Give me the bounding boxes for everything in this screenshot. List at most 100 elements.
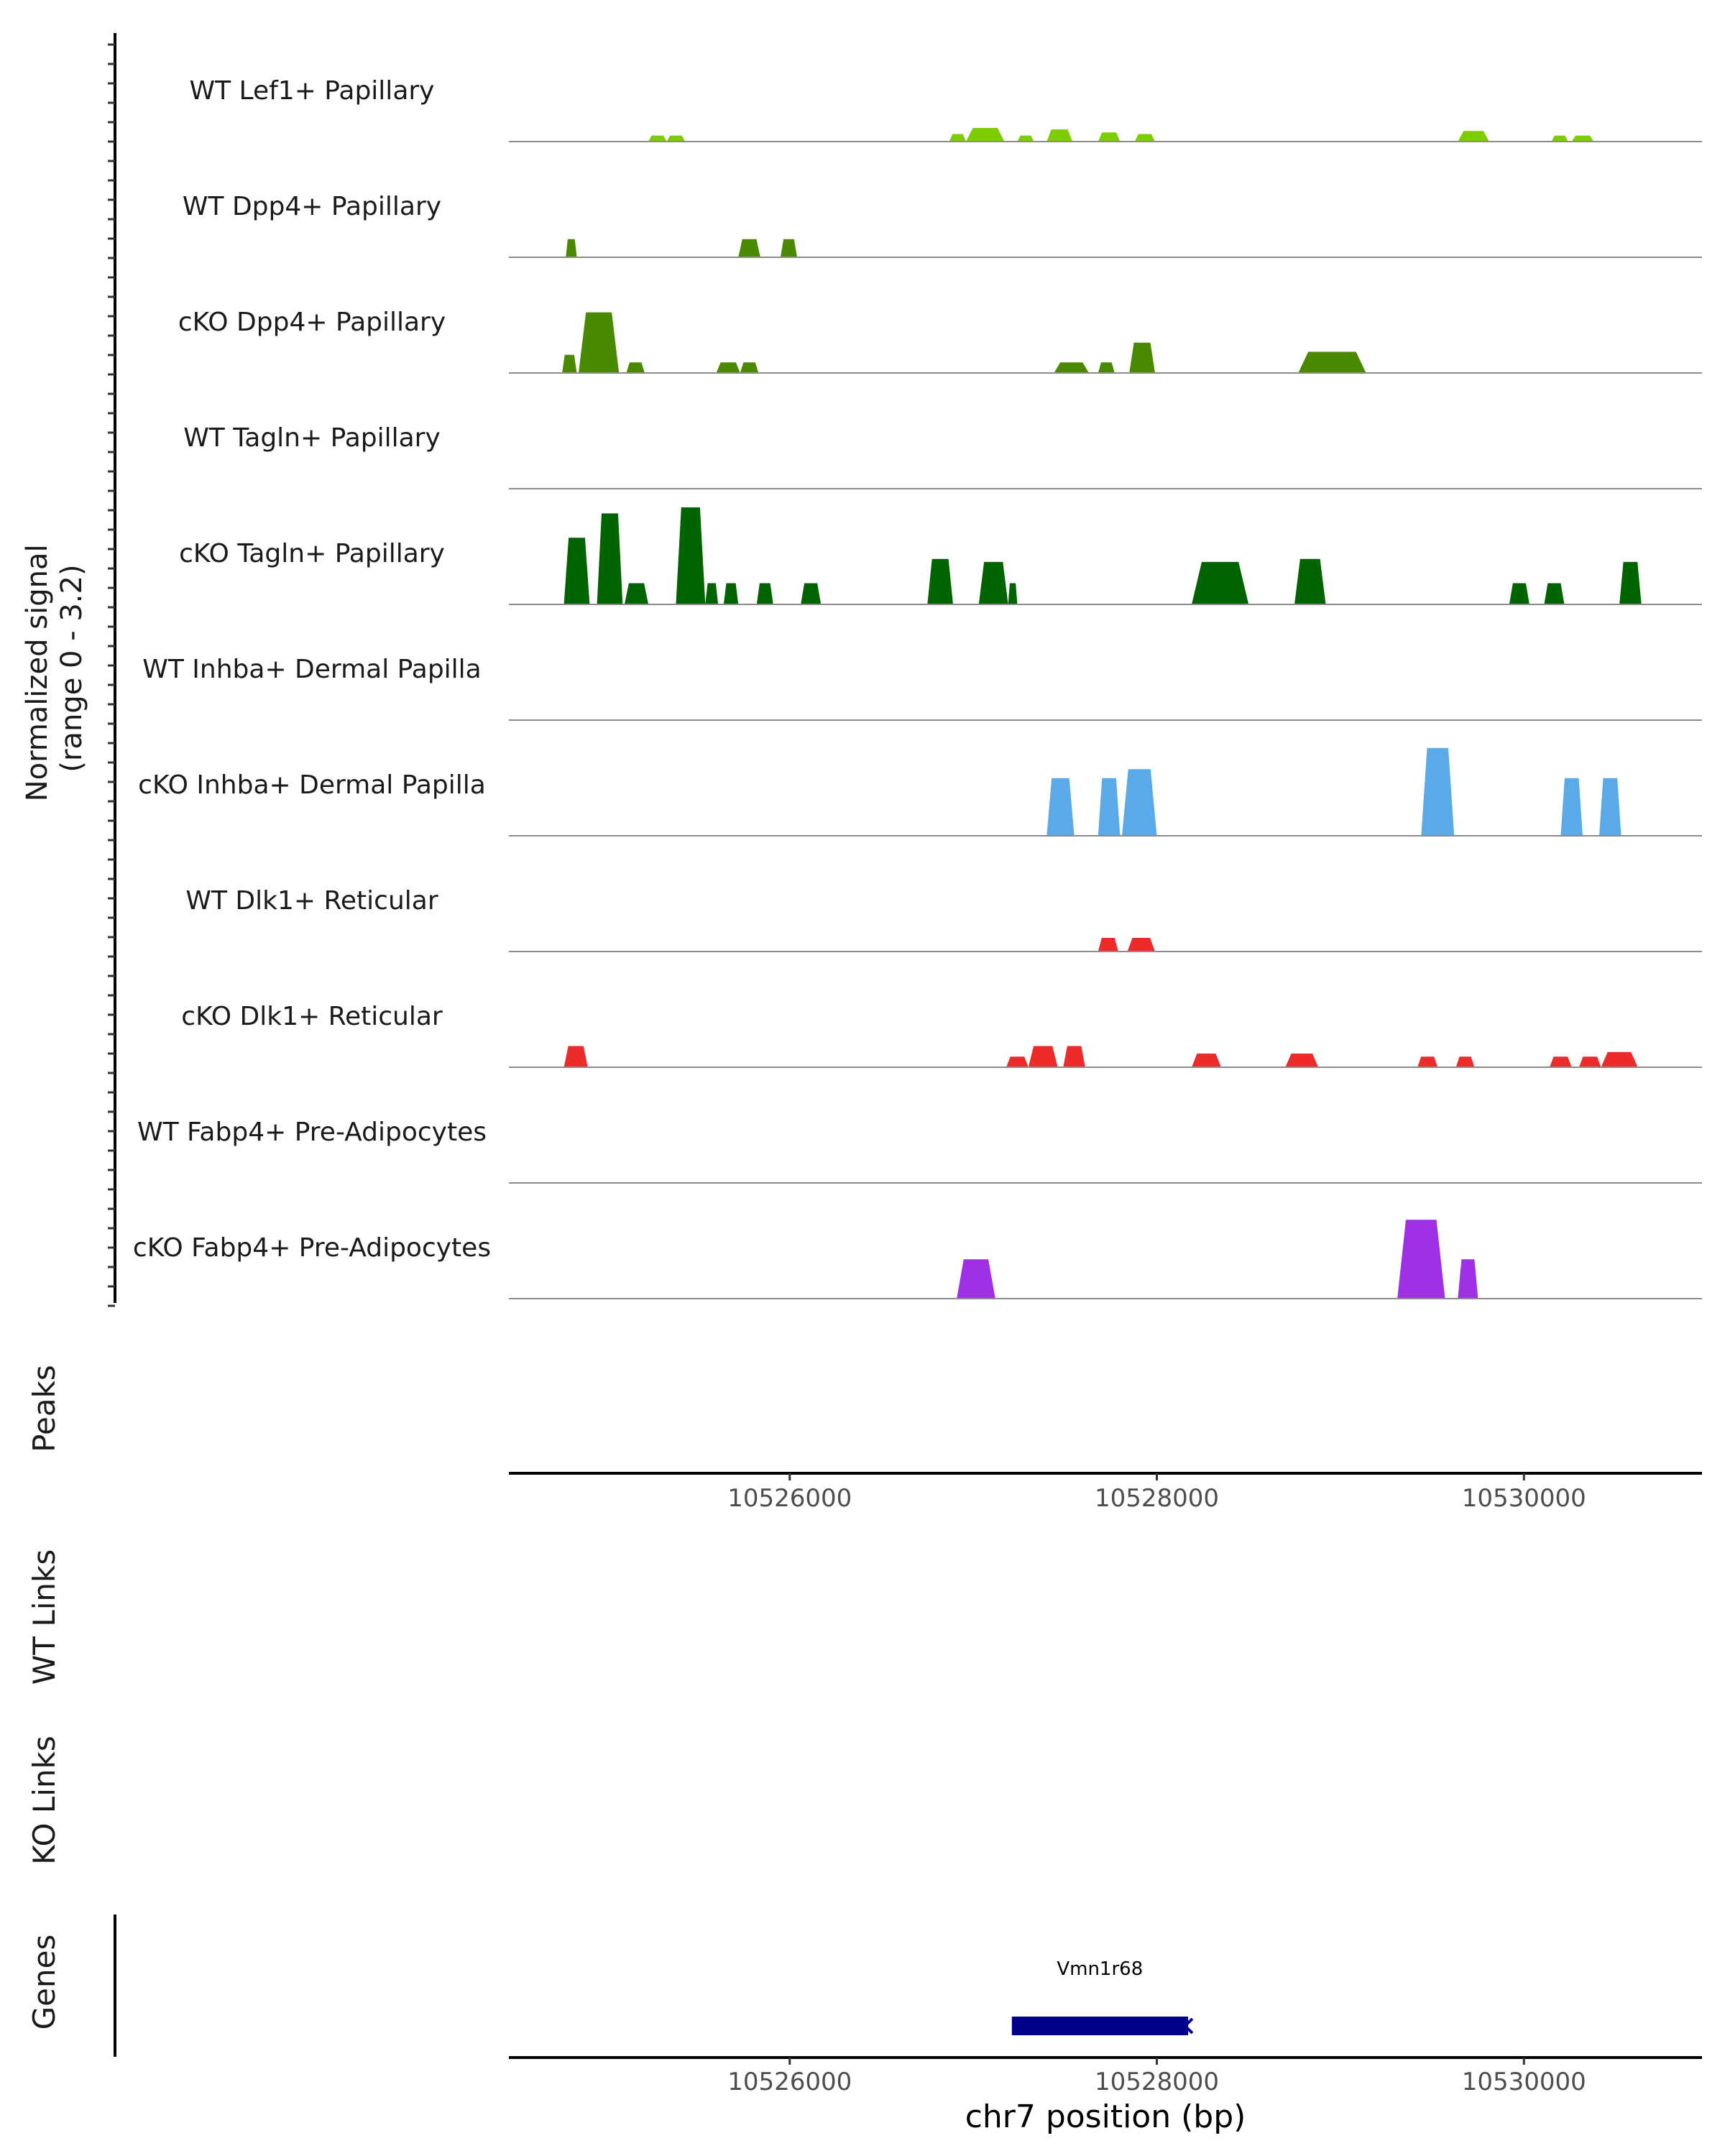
track: WT Inhba+ Dermal Papilla (142, 655, 1702, 721)
track-label: cKO Dlk1+ Reticular (181, 1002, 443, 1031)
signal-peak (1122, 769, 1157, 836)
track-label: WT Inhba+ Dermal Papilla (142, 655, 481, 684)
signal-peak (1421, 747, 1455, 836)
signal-peak (1571, 135, 1594, 142)
signal-peak (1298, 351, 1366, 373)
genes-panel-label: Genes (27, 1935, 62, 2030)
signal-peak (1509, 583, 1530, 604)
signal-peak (1417, 1056, 1438, 1067)
signal-peak (716, 362, 740, 373)
signal-peak (676, 507, 706, 604)
signal-peak (624, 583, 649, 604)
wt-links-panel-label: WT Links (27, 1549, 62, 1685)
signal-peak (949, 134, 966, 142)
signal-peak (1550, 1056, 1572, 1067)
track: WT Lef1+ Papillary (190, 76, 1702, 142)
signal-peak (1098, 362, 1115, 373)
signal-peak (801, 583, 822, 604)
signal-peak (1455, 1056, 1475, 1067)
signal-peak (1063, 1046, 1085, 1067)
genes-x-axis: 10526000 10528000 10530000 (509, 2056, 1702, 2096)
signal-peak (1551, 135, 1568, 142)
signal-peak (965, 128, 1005, 142)
track-label: WT Fabp4+ Pre-Adipocytes (137, 1118, 487, 1147)
track: WT Tagln+ Papillary (183, 423, 1702, 489)
track-label: cKO Tagln+ Papillary (179, 539, 445, 568)
signal-peak (597, 513, 623, 604)
peaks-panel-label: Peaks (27, 1365, 62, 1452)
x-tick-label: 10528000 (1095, 1484, 1219, 1513)
ko-links-panel-label: KO Links (27, 1736, 62, 1865)
signal-peak (1006, 1056, 1029, 1067)
track-label: cKO Dpp4+ Papillary (178, 308, 446, 337)
signal-peak (1578, 1056, 1601, 1067)
genes-x-axis-ticks: 10526000 10528000 10530000 (727, 2058, 1586, 2096)
track: cKO Fabp4+ Pre-Adipocytes (133, 1220, 1702, 1299)
signal-peak (1008, 583, 1018, 604)
track-label: WT Dpp4+ Papillary (183, 192, 441, 221)
signal-peak (781, 239, 797, 257)
peaks-x-axis-ticks: 10526000 10528000 10530000 (727, 1473, 1586, 1513)
signal-peak (566, 239, 577, 257)
signal-peak (1098, 132, 1121, 142)
signal-peak (1458, 131, 1489, 142)
signal-peak (1028, 1046, 1058, 1067)
signal-peak (957, 1259, 995, 1299)
signal-peak (1017, 135, 1034, 142)
gene-label: Vmn1r68 (1057, 1958, 1143, 1980)
signal-peak (1127, 938, 1155, 952)
signal-peak (564, 1046, 588, 1067)
track: cKO Inhba+ Dermal Papilla (138, 747, 1702, 837)
signal-peak (723, 583, 739, 604)
signal-peak (756, 583, 773, 604)
x-tick-label: 10530000 (1462, 1484, 1586, 1513)
signal-peak (1098, 778, 1121, 836)
signal-peak (927, 558, 953, 604)
signal-peak (626, 362, 645, 373)
signal-peak (1192, 1054, 1221, 1067)
track: WT Dpp4+ Papillary (183, 192, 1702, 258)
track-label: WT Dlk1+ Reticular (185, 886, 438, 916)
coverage-tracks: WT Lef1+ Papillary WT Dpp4+ Papillary cKO … (133, 76, 1702, 1299)
signal-peak (564, 538, 590, 604)
signal-peak (1294, 558, 1326, 604)
track: cKO Dpp4+ Papillary (178, 308, 1702, 374)
signal-peak (562, 354, 577, 373)
x-tick-label: 10526000 (727, 2068, 852, 2096)
gene-body (1011, 2017, 1188, 2035)
track-label: cKO Inhba+ Dermal Papilla (138, 770, 486, 800)
signal-peak (1098, 938, 1118, 952)
signal-peak (1619, 561, 1642, 604)
signal-peak (648, 135, 667, 142)
peaks-x-axis: 10526000 10528000 10530000 (509, 1472, 1702, 1513)
signal-peak (579, 312, 620, 373)
signal-peak (1046, 129, 1072, 142)
signal-axis-ticks (108, 43, 115, 1307)
signal-axis (108, 33, 116, 1307)
signal-peak (740, 362, 759, 373)
signal-y-label: Normalized signal (range 0 - 3.2) (21, 535, 88, 802)
track: cKO Tagln+ Papillary (179, 507, 1702, 605)
signal-peak (1601, 1051, 1638, 1067)
signal-peak (1192, 561, 1249, 604)
track-label: cKO Fabp4+ Pre-Adipocytes (133, 1233, 491, 1263)
x-tick-label: 10526000 (727, 1484, 852, 1513)
signal-peak (705, 583, 719, 604)
track: WT Dlk1+ Reticular (185, 886, 1702, 952)
signal-peak (1285, 1054, 1319, 1067)
signal-peak (978, 561, 1008, 604)
x-axis-title: chr7 position (bp) (965, 2099, 1246, 2135)
gene-model: Vmn1r68 (1011, 1958, 1194, 2035)
signal-peak (1054, 362, 1089, 373)
signal-peak (1599, 778, 1622, 836)
x-tick-label: 10530000 (1462, 2068, 1586, 2096)
signal-peak (1397, 1220, 1445, 1299)
signal-peak (666, 135, 686, 142)
track-label: WT Tagln+ Papillary (183, 423, 441, 453)
signal-peak (1129, 342, 1155, 373)
x-tick-label: 10528000 (1095, 2068, 1219, 2096)
track: cKO Dlk1+ Reticular (181, 1002, 1702, 1068)
signal-peak (1544, 583, 1565, 604)
signal-peak (738, 239, 760, 257)
